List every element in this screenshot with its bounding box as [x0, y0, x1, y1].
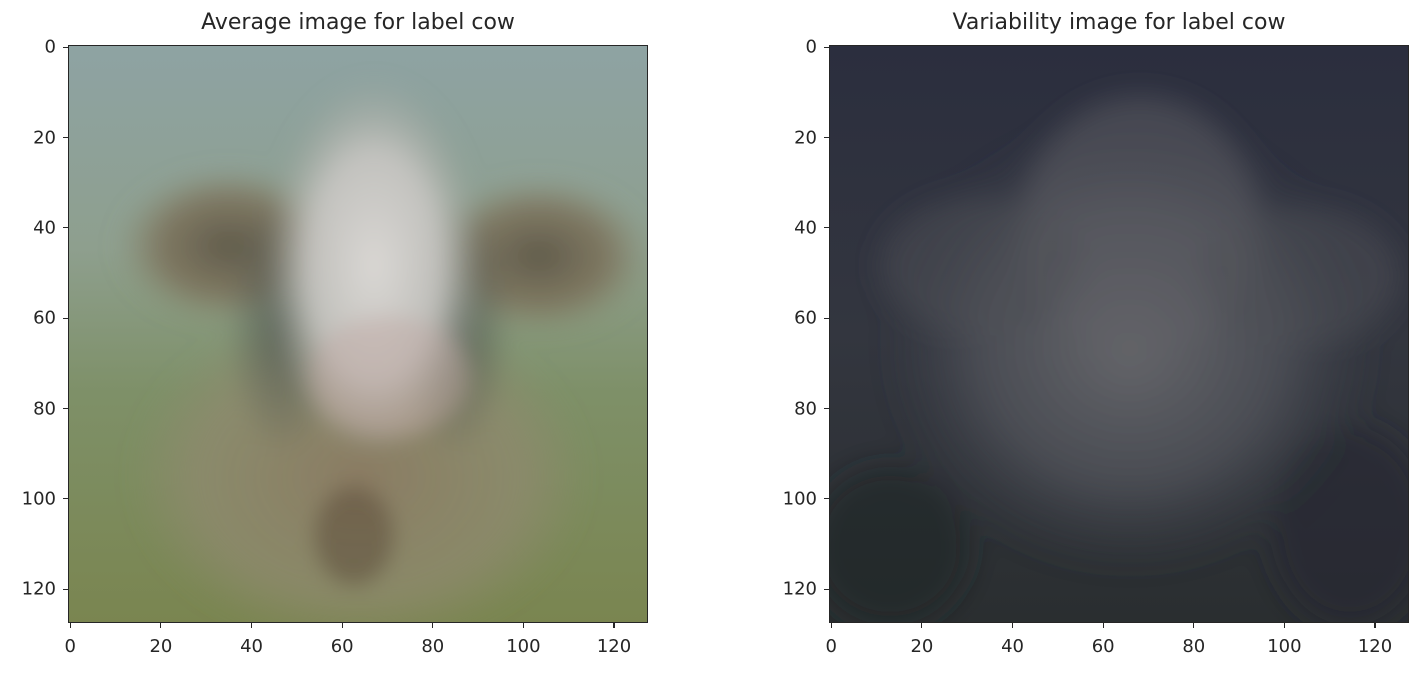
x-tick-label: 120 — [1357, 636, 1393, 657]
x-tick-mark — [341, 623, 343, 628]
x-tick-mark — [160, 623, 162, 628]
y-tick-label: 20 — [33, 127, 56, 149]
y-tick-mark — [824, 588, 829, 590]
y-tick-mark — [63, 498, 68, 500]
x-tick-mark — [1283, 623, 1285, 628]
y-tick-mark — [63, 317, 68, 319]
x-tick-label: 20 — [149, 636, 173, 657]
variability-image — [830, 46, 1408, 622]
x-tick-label: 0 — [64, 636, 76, 657]
x-tick-mark — [921, 623, 923, 628]
x-tick-mark — [1011, 623, 1014, 628]
x-tick-mark — [69, 623, 71, 628]
y-tick-mark — [63, 227, 68, 229]
average-image-plot — [68, 45, 648, 623]
x-tick-mark — [1193, 623, 1195, 628]
y-tick-mark — [63, 136, 68, 139]
y-tick-mark — [824, 46, 829, 48]
y-tick-label: 100 — [782, 488, 817, 510]
y-tick-label: 40 — [33, 217, 56, 239]
y-tick-label: 0 — [44, 36, 56, 58]
y-tick-mark — [824, 317, 829, 319]
x-tick-mark — [522, 623, 524, 628]
y-tick-mark — [824, 227, 829, 229]
y-tick-label: 80 — [33, 398, 56, 419]
x-tick-label: 100 — [506, 636, 541, 657]
x-tick-mark — [432, 623, 434, 628]
x-tick-mark — [1374, 623, 1376, 628]
x-tick-label: 80 — [1182, 636, 1206, 657]
x-tick-label: 60 — [1091, 636, 1115, 657]
average-image-panel: Average image for label cow — [21, 10, 648, 657]
y-tick-label: 40 — [794, 217, 817, 239]
x-tick-label: 0 — [825, 636, 837, 657]
x-tick-label: 20 — [910, 636, 934, 657]
variability-image-plot — [829, 45, 1409, 623]
y-tick-mark — [63, 407, 68, 410]
average-image-title: Average image for label cow — [201, 10, 515, 35]
y-tick-label: 0 — [805, 36, 817, 58]
y-tick-label: 60 — [33, 307, 56, 329]
x-tick-label: 40 — [1001, 636, 1024, 657]
y-tick-label: 20 — [794, 127, 817, 149]
variability-image-title: Variability image for label cow — [952, 10, 1286, 35]
x-tick-mark — [830, 623, 832, 628]
y-tick-label: 100 — [21, 488, 56, 510]
y-tick-label: 80 — [794, 398, 817, 419]
x-tick-mark — [250, 623, 253, 628]
y-tick-label: 120 — [21, 578, 56, 600]
y-tick-mark — [63, 46, 68, 48]
x-tick-label: 60 — [330, 636, 354, 657]
x-tick-mark — [1102, 623, 1104, 628]
y-tick-mark — [824, 407, 829, 410]
y-tick-mark — [63, 588, 68, 590]
y-tick-label: 60 — [794, 307, 817, 329]
x-tick-mark — [613, 623, 615, 628]
x-tick-label: 100 — [1267, 636, 1302, 657]
y-tick-mark — [824, 136, 829, 139]
average-image — [69, 46, 647, 622]
x-tick-label: 40 — [240, 636, 263, 657]
y-tick-label: 120 — [782, 578, 817, 600]
x-tick-label: 80 — [421, 636, 445, 657]
x-tick-label: 120 — [596, 636, 632, 657]
y-tick-mark — [824, 498, 829, 500]
